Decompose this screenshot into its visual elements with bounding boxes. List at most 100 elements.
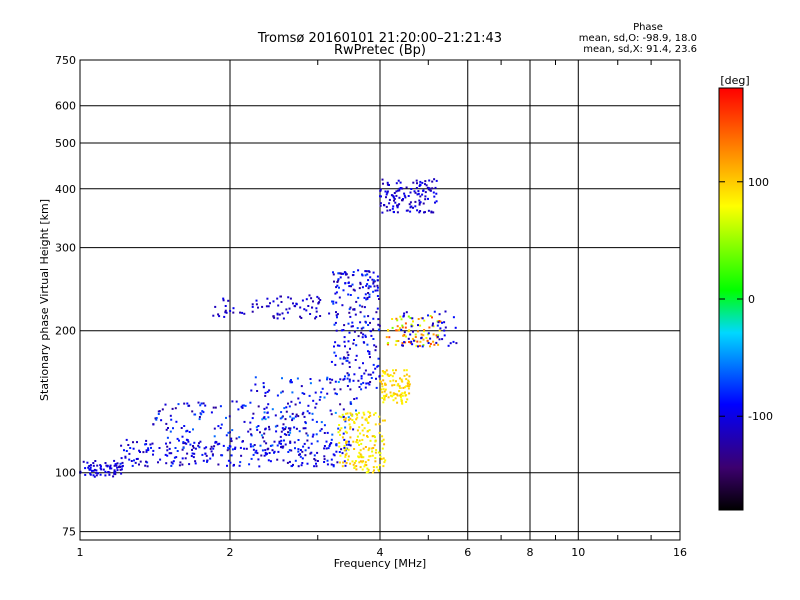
data-point	[414, 336, 417, 338]
data-point	[186, 429, 189, 432]
data-point	[396, 211, 399, 214]
data-point	[414, 205, 417, 208]
data-point	[362, 456, 365, 459]
data-point	[334, 363, 337, 366]
data-point	[405, 378, 408, 381]
data-point	[348, 380, 351, 383]
data-point	[401, 187, 404, 190]
x-tick-label: 1	[77, 546, 84, 559]
data-point	[369, 414, 372, 417]
data-point	[166, 454, 169, 457]
data-point	[239, 461, 242, 464]
data-point	[387, 342, 390, 344]
data-point	[357, 379, 360, 382]
data-point	[408, 392, 411, 395]
data-point	[92, 469, 95, 472]
data-point	[319, 299, 322, 301]
data-point	[120, 457, 123, 460]
data-point	[301, 392, 304, 395]
data-point	[424, 191, 427, 194]
stats-o-line: mean, sd,O: -98.9, 18.0	[579, 33, 697, 44]
data-point	[383, 390, 386, 393]
data-point	[299, 455, 302, 458]
data-point	[410, 323, 413, 326]
data-point	[349, 347, 351, 350]
data-point	[170, 461, 173, 464]
data-point	[396, 189, 399, 192]
data-point	[351, 321, 354, 324]
data-point	[385, 193, 388, 196]
data-point	[398, 329, 401, 332]
data-point	[317, 302, 320, 305]
data-point	[375, 449, 378, 451]
data-point	[334, 380, 337, 383]
data-point	[300, 464, 303, 467]
data-point	[359, 453, 362, 456]
data-point	[419, 195, 422, 198]
data-point	[96, 464, 99, 467]
data-point	[370, 447, 373, 450]
data-point	[435, 341, 438, 344]
data-point	[374, 349, 377, 352]
data-point	[404, 335, 407, 338]
data-point	[178, 464, 181, 467]
y-tick-label: 300	[55, 242, 76, 255]
data-point	[169, 430, 172, 433]
data-point	[436, 335, 439, 338]
data-point	[365, 321, 367, 324]
data-point	[393, 372, 396, 375]
data-point	[387, 343, 389, 346]
data-point	[343, 446, 346, 449]
data-point	[269, 444, 272, 447]
data-point	[241, 311, 244, 314]
data-point	[427, 314, 429, 317]
data-point	[338, 344, 341, 347]
data-point	[261, 436, 264, 439]
data-point	[407, 315, 410, 318]
data-point	[410, 205, 413, 208]
data-point	[264, 451, 267, 454]
data-point	[420, 336, 423, 339]
data-point	[389, 374, 392, 377]
data-point	[361, 461, 364, 464]
data-point	[367, 382, 370, 385]
data-point	[311, 435, 314, 438]
data-point	[433, 310, 436, 313]
data-point	[441, 338, 444, 341]
data-point	[386, 183, 389, 186]
data-point	[197, 401, 200, 404]
data-point	[366, 296, 369, 299]
data-point	[160, 419, 163, 422]
data-point	[138, 463, 140, 466]
data-point	[363, 306, 366, 309]
data-point	[339, 403, 342, 406]
data-point	[356, 429, 359, 432]
data-point	[178, 439, 180, 442]
data-point	[209, 447, 212, 450]
data-point	[332, 464, 335, 467]
data-point	[407, 337, 410, 340]
data-point	[432, 322, 434, 325]
data-point	[114, 463, 117, 466]
data-point	[336, 316, 338, 319]
data-point	[367, 315, 370, 318]
data-point	[344, 273, 347, 276]
data-point	[435, 179, 438, 182]
data-point	[217, 425, 220, 428]
data-point	[429, 315, 432, 317]
data-point	[392, 205, 395, 208]
data-point	[281, 312, 284, 315]
data-point	[113, 464, 116, 467]
data-point	[145, 460, 147, 463]
data-point	[363, 341, 366, 344]
data-point	[381, 178, 384, 181]
data-point	[214, 440, 217, 443]
data-point	[407, 387, 410, 390]
data-point	[146, 461, 149, 464]
data-point	[431, 187, 434, 190]
data-point	[412, 206, 414, 209]
data-point	[382, 465, 385, 468]
data-point	[299, 449, 302, 451]
data-point	[284, 426, 287, 429]
x-tick-label: 16	[673, 546, 687, 559]
